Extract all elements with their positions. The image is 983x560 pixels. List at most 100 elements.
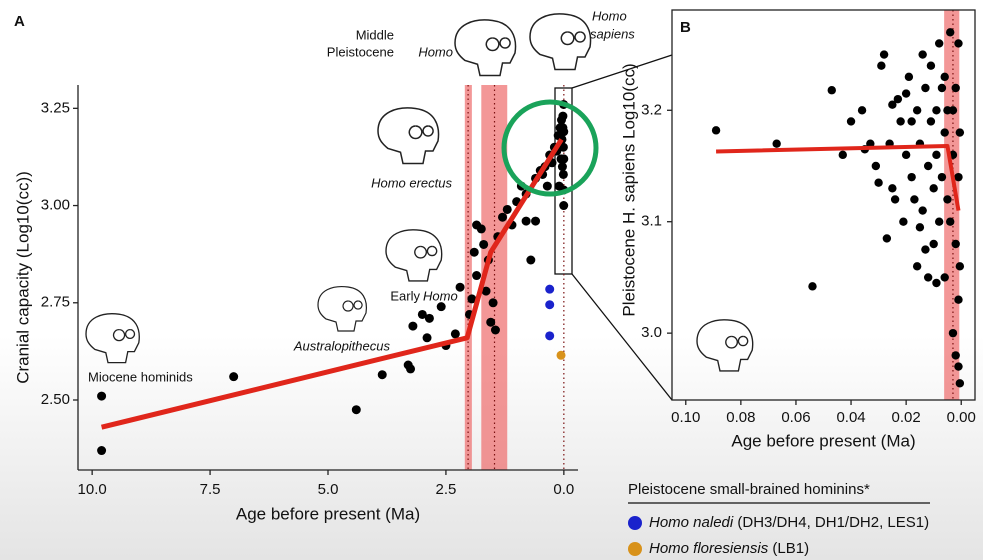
y-axis-title: Cranial capacity (Log10(cc)) [13,171,32,384]
data-point [943,195,952,204]
x-tick-label: 5.0 [318,481,339,498]
data-point [772,139,781,148]
data-point [923,161,933,171]
data-point [424,313,434,323]
data-point [558,111,568,121]
data-point [229,372,239,382]
data-point [556,350,566,360]
data-point [929,239,938,249]
data-point [910,195,919,204]
data-point [846,117,856,126]
data-point [951,239,960,249]
data-point [948,328,958,338]
data-point [929,184,938,193]
y-tick-label: 3.2 [641,101,662,118]
data-point [488,298,498,308]
data-point [351,405,361,415]
data-point [558,169,568,179]
data-point [923,273,933,282]
data-point [946,217,955,226]
data-point [934,39,944,48]
data-point [545,284,555,294]
data-point [912,262,922,271]
data-point [890,195,900,204]
data-point [559,127,569,137]
data-point [521,216,531,226]
data-point [921,245,930,254]
highlight-ring [501,99,599,197]
data-point [904,72,914,82]
legend-label: Homo naledi (DH3/DH4, DH1/DH2, LES1) [649,514,929,531]
zoom-connector [571,273,673,401]
y-axis-title: Pleistocene H. sapiens Log10(cc) [619,63,638,316]
data-point [874,178,883,187]
data-point [934,217,944,226]
x-tick-label: 0.00 [947,409,976,426]
data-point [808,282,817,291]
data-point [901,89,911,98]
y-tick-label: 3.0 [641,324,662,341]
data-point [901,150,911,160]
data-point [955,379,965,388]
data-point [422,333,432,343]
data-point [940,128,949,137]
data-point [377,370,387,380]
data-point [940,273,949,282]
highlight-band [464,85,472,470]
x-tick-label: 0.02 [892,409,921,426]
annotation: Middle [356,27,394,42]
data-point [481,286,491,296]
data-point [838,150,847,160]
legend-marker [628,542,642,556]
data-point [711,126,721,135]
data-point [490,325,500,335]
data-point [907,117,916,126]
data-point [97,446,107,456]
x-tick-label: 0.08 [726,409,755,426]
data-point [857,106,867,115]
data-point [948,106,958,115]
data-point [932,150,941,160]
legend-detail: (LB1) [772,540,809,557]
panel-label: A [14,13,25,30]
data-point [436,302,446,312]
data-point [97,391,107,401]
data-point [955,262,965,271]
y-tick-label: 2.50 [41,391,70,408]
plot-frame [671,9,976,401]
data-point [932,278,941,288]
data-point [406,364,416,374]
data-point [951,351,960,360]
data-point [918,50,927,59]
data-point [954,172,963,182]
x-tick-label: 2.5 [435,481,456,498]
data-point [946,28,955,37]
legend-name: Homo floresiensis [649,540,769,557]
data-point [479,239,489,249]
data-point [455,282,465,292]
data-point [877,61,886,70]
data-point [542,181,552,191]
data-point [926,61,936,70]
legend-name: Homo naledi [649,514,734,531]
data-point [932,106,941,115]
data-point [502,204,512,214]
trend-line [716,143,961,211]
data-point [954,39,963,48]
y-tick-label: 3.00 [41,197,70,214]
annotation: Miocene hominids [88,369,193,384]
x-tick-label: 0.10 [671,409,700,426]
data-point [951,83,960,93]
data-point [954,295,963,304]
data-point [531,216,541,226]
data-point [467,294,477,304]
data-point [827,86,836,95]
legend-marker [628,516,642,530]
data-point [940,72,949,82]
data-point [899,217,908,226]
annotation: Homo erectus [371,175,452,190]
zoom-connector [571,54,673,89]
data-point [915,223,925,232]
data-point [557,162,567,172]
